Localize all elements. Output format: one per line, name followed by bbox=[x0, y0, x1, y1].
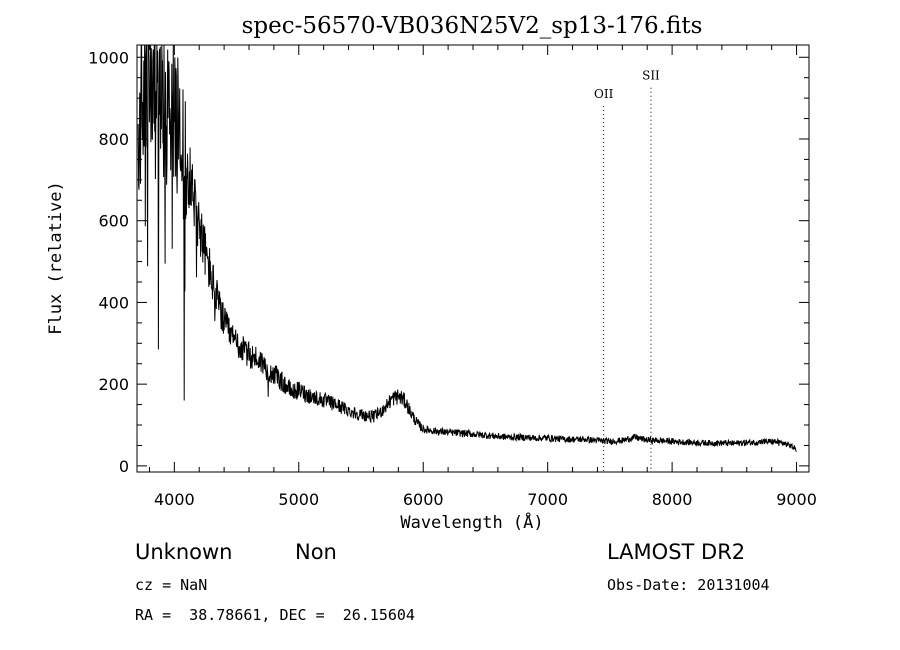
axis-ticks bbox=[137, 45, 809, 472]
plot-frame bbox=[136, 44, 810, 473]
chart-title: spec-56570-VB036N25V2_sp13-176.fits bbox=[242, 13, 703, 39]
y-tick-label: 1000 bbox=[88, 48, 129, 67]
x-tick-label: 5000 bbox=[278, 490, 319, 509]
x-tick-label: 4000 bbox=[154, 490, 195, 509]
y-tick-label: 800 bbox=[98, 130, 129, 149]
x-tick-label: 7000 bbox=[527, 490, 568, 509]
object-class: Unknown bbox=[135, 540, 232, 564]
x-tick-label: 8000 bbox=[652, 490, 693, 509]
y-axis-label: Flux (relative) bbox=[46, 181, 66, 335]
spectrum-line bbox=[137, 44, 797, 452]
redshift-cz: cz = NaN bbox=[135, 576, 207, 594]
observation-date: Obs-Date: 20131004 bbox=[607, 576, 770, 594]
emission-line-label: OII bbox=[594, 87, 614, 101]
spectrum-series bbox=[137, 44, 797, 452]
survey-name: LAMOST DR2 bbox=[607, 540, 745, 564]
y-tick-label: 0 bbox=[119, 457, 129, 476]
emission-line-label: SII bbox=[642, 69, 660, 83]
object-subclass: Non bbox=[295, 540, 337, 564]
x-tick-label: 6000 bbox=[403, 490, 444, 509]
x-tick-labels: 4000 5000 6000 7000 8000 9000 bbox=[154, 490, 817, 509]
y-tick-labels: 0 200 400 600 800 1000 bbox=[88, 48, 129, 476]
y-tick-label: 600 bbox=[98, 212, 129, 231]
y-tick-label: 200 bbox=[98, 375, 129, 394]
line-annotations: OII SII bbox=[594, 69, 660, 101]
y-tick-label: 400 bbox=[98, 293, 129, 312]
emission-line-markers bbox=[603, 87, 652, 472]
coordinates: RA = 38.78661, DEC = 26.15604 bbox=[135, 606, 415, 624]
x-tick-label: 9000 bbox=[776, 490, 817, 509]
x-axis-label: Wavelength (Å) bbox=[400, 511, 543, 533]
